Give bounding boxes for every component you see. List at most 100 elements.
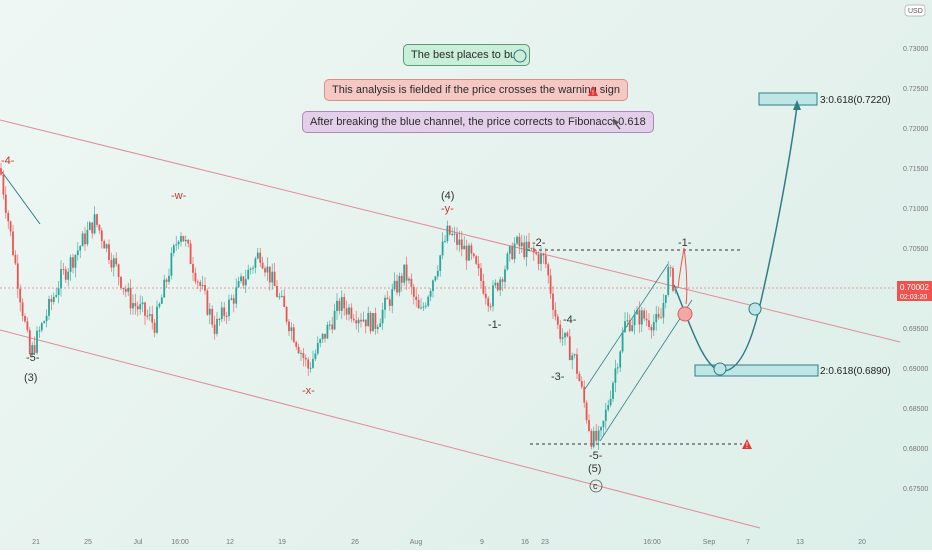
candle-body-245 [588,420,590,431]
candle-body-219 [525,241,528,258]
annotation-fibonacci[interactable]: After breaking the blue channel, the pri… [302,111,654,133]
candle-body-204 [489,306,492,308]
candle-body-16 [38,330,41,332]
candle-body-131 [314,353,317,359]
candle-body-61 [146,315,149,317]
candle-body-172 [412,286,415,297]
candle-body-143 [343,297,346,309]
candle-body-67 [160,297,163,304]
candle-body-84 [201,284,204,287]
target-box-upper[interactable] [758,92,818,106]
warning-icon[interactable]: ! [742,439,752,450]
candle-body-85 [204,284,206,291]
candle-body-107 [256,252,259,259]
early-trend-line [1,171,41,225]
candle-body-46 [110,259,113,268]
candle-body-110 [264,268,266,273]
candle-body-25 [60,269,62,289]
candle-body-255 [612,382,614,399]
candle-body-236 [566,332,569,337]
candle-body-142 [340,297,343,311]
candle-body-268 [643,310,646,319]
candle-body-80 [192,263,194,273]
candle-body-156 [374,313,377,329]
price-tick-8: 0.69000 [903,366,928,373]
candle-body-0 [0,168,2,175]
candle-body-38 [91,222,94,234]
candle-body-223 [535,252,538,255]
sell-circle[interactable] [677,306,693,322]
candle-body-11 [26,321,29,331]
candle-body-248 [595,430,598,441]
time-tick-14: 13 [796,539,804,546]
candle-body-187 [448,225,451,235]
candle-body-39 [93,214,96,234]
candle-body-188 [451,234,454,236]
candle-body-10 [24,316,26,322]
candle-body-42 [100,230,103,242]
candle-body-51 [122,287,125,289]
candle-body-76 [182,236,185,242]
currency-label: USD [908,8,923,15]
currency-badge[interactable] [904,4,926,17]
annotation-buy[interactable]: The best places to buy [403,44,530,66]
candle-body-246 [590,430,593,447]
candle-body-208 [499,279,502,291]
target-box-lower[interactable] [694,364,819,377]
candle-body-89 [213,324,216,334]
candle-body-217 [520,242,523,247]
wave-label-4-top: -4- [1,155,15,167]
current-price-label: 0.70002 [900,283,929,292]
wave-label-w: -w- [171,190,187,202]
candle-body-265 [636,310,638,315]
buy-circle-low[interactable] [713,362,727,376]
candle-body-261 [626,320,629,322]
candle-body-95 [228,299,230,317]
candle-body-71 [170,253,173,276]
candle-body-102 [244,279,247,286]
candle-body-207 [496,282,499,291]
candle-body-44 [105,244,108,249]
price-tick-11: 0.67500 [903,486,928,493]
candle-body-81 [194,272,197,282]
buy-circle-break[interactable] [748,302,762,316]
candle-body-32 [76,250,79,255]
wave-label-1-high: -1- [678,237,692,249]
candle-body-230 [552,293,554,311]
candle-body-40 [96,214,98,225]
time-tick-3: 16:00 [171,539,189,546]
candle-body-212 [508,246,511,254]
price-tick-0: 0.73000 [903,46,928,53]
candle-body-240 [576,354,578,374]
candle-body-49 [117,264,120,277]
candle-body-163 [391,289,394,306]
candle-body-279 [669,267,672,269]
wave-label-c: c [593,481,598,491]
candle-body-132 [316,342,319,354]
candle-body-154 [369,312,372,332]
candle-body-129 [309,367,312,369]
annotation-warning[interactable]: This analysis is fielded if the price cr… [324,79,628,101]
candle-body-183 [439,255,442,271]
candle-body-247 [592,430,595,447]
candle-body-54 [129,287,132,309]
candle-body-120 [288,321,290,332]
candle-body-213 [511,246,514,260]
candle-body-27 [64,269,67,280]
candle-body-79 [189,243,192,264]
candle-body-8 [19,288,22,303]
candle-body-161 [386,297,389,300]
candle-body-269 [645,318,648,321]
candle-body-123 [295,342,298,347]
candle-body-181 [434,276,437,281]
wave-c-circle [589,479,603,493]
candle-body-13 [31,345,34,354]
candle-body-214 [513,243,516,260]
candle-body-136 [326,324,329,339]
candle-body-152 [364,319,367,327]
candle-body-15 [36,330,38,353]
candle-body-145 [348,307,350,315]
candle-body-112 [268,266,271,283]
candle-body-100 [240,276,242,282]
